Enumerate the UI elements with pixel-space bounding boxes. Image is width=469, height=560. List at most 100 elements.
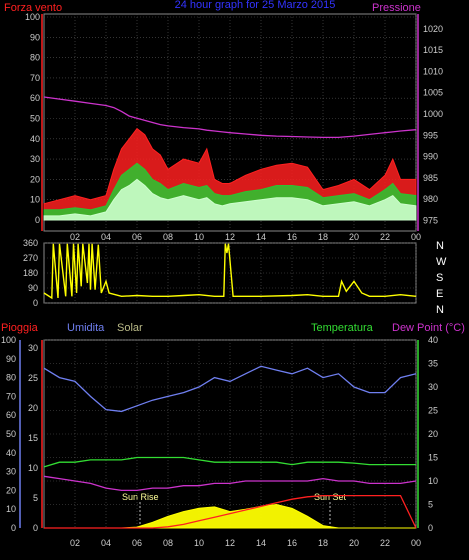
humidity-y-tick-label: 100 xyxy=(1,335,16,345)
humidity-y-tick-label: 0 xyxy=(11,523,16,533)
x-tick-label-upper: 00 xyxy=(411,232,421,242)
temperature-y-tick-label: 25 xyxy=(428,406,438,416)
pressure-y-tick-label: 995 xyxy=(423,130,438,140)
dewpoint-axis-title: Dew Point (°C) xyxy=(392,322,465,334)
humidity-y-tick-label: 80 xyxy=(6,373,16,383)
wind-y-tick-label: 40 xyxy=(30,134,40,144)
pressure-y-tick-label: 980 xyxy=(423,194,438,204)
temperature-y-tick-label: 0 xyxy=(428,523,433,533)
humidity-y-tick-label: 90 xyxy=(6,354,16,364)
x-tick-label-lower: 22 xyxy=(380,538,390,548)
x-tick-label-upper: 06 xyxy=(132,232,142,242)
x-tick-label-lower: 08 xyxy=(163,538,173,548)
humidity-y-tick-label: 10 xyxy=(6,504,16,514)
wind-y-tick-label: 0 xyxy=(35,215,40,225)
x-tick-label-lower: 16 xyxy=(287,538,297,548)
temperature-y-tick-label: 35 xyxy=(428,359,438,369)
direction-letter-n2: N xyxy=(436,304,444,316)
x-tick-label-lower: 12 xyxy=(225,538,235,548)
pressure-series xyxy=(43,96,417,139)
temperature-series xyxy=(43,456,416,468)
direction-letter-e: E xyxy=(436,288,443,300)
x-tick-label-lower: 02 xyxy=(70,538,80,548)
humidity-series xyxy=(43,365,417,413)
direction-y-tick-label: 180 xyxy=(23,268,38,278)
x-tick-label-lower: 14 xyxy=(256,538,266,548)
humidity-y-tick-label: 70 xyxy=(6,391,16,401)
x-tick-label-lower: 10 xyxy=(194,538,204,548)
humidity-axis-title: Umidita xyxy=(67,322,105,334)
x-tick-label-lower: 18 xyxy=(318,538,328,548)
x-tick-label-upper: 22 xyxy=(380,232,390,242)
x-tick-label-lower: 00 xyxy=(411,538,421,548)
pressure-y-tick-label: 990 xyxy=(423,152,438,162)
pressure-axis-title: Pressione xyxy=(372,2,421,14)
chart-title: 24 hour graph for 25 Marzo 2015 xyxy=(175,0,336,11)
direction-y-tick-label: 270 xyxy=(23,253,38,263)
humidity-y-tick-label: 40 xyxy=(6,448,16,458)
direction-letters: N W S E N xyxy=(436,240,447,316)
temperature-y-tick-label: 15 xyxy=(428,453,438,463)
wind-direction-series xyxy=(43,243,417,300)
rain-y-tick-label: 5 xyxy=(33,493,38,503)
temperature-y-tick-label: 5 xyxy=(428,500,433,510)
wind-y-tick-label: 20 xyxy=(30,174,40,184)
pressure-y-tick-label: 1010 xyxy=(423,66,443,76)
x-tick-label-upper: 20 xyxy=(349,232,359,242)
humidity-y-tick-label: 30 xyxy=(6,467,16,477)
dewpoint-series xyxy=(43,475,417,492)
temperature-y-tick-label: 20 xyxy=(428,429,438,439)
pressure-y-tick-label: 1020 xyxy=(423,24,443,34)
pressure-y-tick-label: 1015 xyxy=(423,45,443,55)
direction-y-tick-label: 90 xyxy=(28,283,38,293)
x-tick-label-upper: 10 xyxy=(194,232,204,242)
rain-y-tick-label: 10 xyxy=(28,463,38,473)
wind-y-tick-label: 80 xyxy=(30,53,40,63)
pressure-y-tick-label: 1005 xyxy=(423,88,443,98)
x-tick-label-upper: 18 xyxy=(318,232,328,242)
direction-letter-n: N xyxy=(436,240,444,252)
temperature-axis-title: Temperatura xyxy=(311,322,374,334)
wind-y-tick-label: 60 xyxy=(30,93,40,103)
solar-axis-title: Solar xyxy=(117,322,143,334)
rain-y-tick-label: 30 xyxy=(28,343,38,353)
wind-y-tick-label: 70 xyxy=(30,73,40,83)
direction-letter-s: S xyxy=(436,272,443,284)
wind-y-tick-label: 50 xyxy=(30,114,40,124)
x-tick-label-upper: 08 xyxy=(163,232,173,242)
x-tick-label-upper: 16 xyxy=(287,232,297,242)
rain-y-tick-label: 15 xyxy=(28,433,38,443)
rain-axis-title: Pioggia xyxy=(1,322,39,334)
direction-y-tick-label: 360 xyxy=(23,238,38,248)
sunset-label: Sun Set xyxy=(314,492,347,502)
wind-y-tick-label: 100 xyxy=(25,12,40,22)
x-tick-label-upper: 02 xyxy=(70,232,80,242)
wind-y-tick-label: 30 xyxy=(30,154,40,164)
pressure-y-tick-label: 985 xyxy=(423,173,438,183)
wind-low-series xyxy=(43,178,417,221)
x-tick-label-upper: 04 xyxy=(101,232,111,242)
temperature-y-tick-label: 40 xyxy=(428,335,438,345)
rain-y-tick-label: 20 xyxy=(28,403,38,413)
temperature-y-tick-label: 30 xyxy=(428,382,438,392)
x-tick-label-lower: 04 xyxy=(101,538,111,548)
wind-y-tick-label: 90 xyxy=(30,32,40,42)
direction-y-tick-label: 0 xyxy=(33,298,38,308)
rain-y-tick-label: 25 xyxy=(28,373,38,383)
x-tick-label-lower: 06 xyxy=(132,538,142,548)
temperature-y-tick-label: 10 xyxy=(428,476,438,486)
x-tick-label-lower: 20 xyxy=(349,538,359,548)
humidity-y-tick-label: 20 xyxy=(6,485,16,495)
sunrise-label: Sun Rise xyxy=(122,492,159,502)
pressure-y-tick-label: 975 xyxy=(423,215,438,225)
rain-series xyxy=(44,494,417,529)
pressure-y-tick-label: 1000 xyxy=(423,109,443,119)
wind-y-tick-label: 10 xyxy=(30,195,40,205)
rain-y-tick-label: 0 xyxy=(33,523,38,533)
direction-letter-w: W xyxy=(436,256,447,268)
wind-axis-title: Forza vento xyxy=(4,2,62,14)
x-tick-label-upper: 14 xyxy=(256,232,266,242)
humidity-y-tick-label: 60 xyxy=(6,410,16,420)
humidity-y-tick-label: 50 xyxy=(6,429,16,439)
